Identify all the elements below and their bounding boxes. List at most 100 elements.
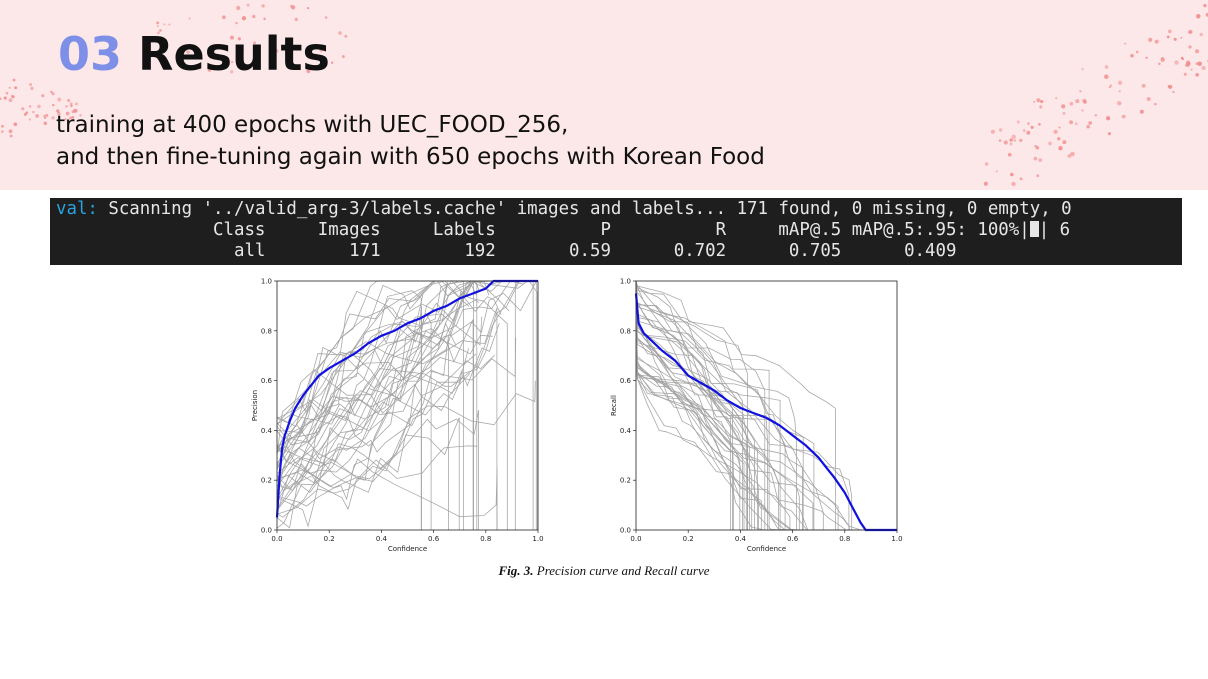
- dot: [1154, 102, 1157, 106]
- dot: [1079, 90, 1082, 93]
- class-curve: [635, 280, 797, 530]
- dot: [241, 16, 247, 21]
- dot: [1062, 140, 1067, 145]
- dot: [156, 25, 159, 28]
- y-axis-label: Recall: [610, 395, 618, 416]
- dot: [45, 113, 49, 117]
- header-tail: | 6: [1038, 220, 1071, 240]
- class-curve: [276, 290, 422, 530]
- dot: [1022, 129, 1026, 132]
- terminal-line-2: Class Images Labels P R mAP@.5 mAP@.5:.9…: [56, 220, 1070, 241]
- dot: [74, 102, 78, 106]
- terminal-line-1: val: Scanning '../valid_arg-3/labels.cac…: [56, 199, 1072, 220]
- dot: [65, 105, 68, 108]
- dot: [1183, 72, 1187, 76]
- dot: [1166, 35, 1170, 39]
- section-number: 03: [58, 27, 123, 81]
- x-tick-label: 1.0: [532, 535, 543, 543]
- y-tick-label: 0.2: [620, 477, 631, 485]
- dot: [11, 95, 15, 99]
- class-curve: [276, 445, 478, 511]
- dot: [237, 37, 241, 41]
- class-curve: [635, 280, 815, 530]
- dot: [32, 110, 35, 114]
- per-class-curves: [635, 280, 868, 531]
- dot: [1205, 12, 1208, 17]
- dot: [1033, 100, 1036, 104]
- dot: [1035, 145, 1040, 150]
- dot: [1130, 54, 1134, 58]
- dot: [8, 129, 13, 134]
- dot: [1190, 68, 1193, 71]
- per-class-curves: [276, 280, 538, 530]
- dot: [1104, 74, 1109, 80]
- dot: [1146, 96, 1151, 102]
- dot: [1007, 152, 1012, 157]
- dot: [69, 116, 73, 120]
- dot: [291, 5, 296, 10]
- dot: [207, 67, 212, 72]
- dot: [1121, 114, 1126, 119]
- class-curve: [635, 280, 803, 530]
- dot: [1094, 114, 1097, 117]
- class-curve: [276, 353, 477, 511]
- dot: [253, 41, 256, 45]
- x-tick-label: 0.0: [630, 535, 641, 543]
- dot: [29, 83, 33, 86]
- dot: [1009, 138, 1013, 142]
- dot: [1188, 29, 1193, 34]
- dot: [52, 103, 55, 107]
- dot: [1003, 140, 1008, 145]
- dot: [163, 23, 166, 26]
- dot: [50, 90, 53, 94]
- dot: [324, 16, 328, 19]
- progress-block: [1029, 221, 1039, 237]
- dot: [1057, 137, 1061, 141]
- class-curve: [635, 280, 753, 530]
- header-band: [0, 0, 1208, 190]
- dot: [188, 17, 191, 20]
- dot: [1174, 60, 1179, 65]
- class-curve: [276, 280, 464, 530]
- dot: [79, 114, 82, 117]
- class-curve: [276, 443, 498, 530]
- y-tick-label: 0.4: [620, 427, 632, 435]
- dot: [263, 17, 266, 21]
- class-curve: [635, 280, 862, 531]
- y-tick-label: 0.0: [620, 527, 631, 535]
- dot: [1201, 65, 1206, 71]
- dot: [23, 113, 27, 116]
- dot: [1053, 129, 1058, 134]
- class-curve: [635, 280, 791, 530]
- dot: [1019, 138, 1023, 142]
- class-curve: [635, 280, 734, 530]
- class-curve: [276, 294, 424, 425]
- dot: [231, 61, 234, 64]
- dot: [1070, 151, 1075, 157]
- dot: [1148, 37, 1153, 42]
- plot-frame: [635, 280, 898, 531]
- dot: [1195, 72, 1199, 77]
- dot: [1019, 177, 1023, 181]
- dot: [1188, 45, 1192, 49]
- class-curve: [276, 290, 508, 530]
- dot: [56, 109, 60, 113]
- dot: [998, 139, 1002, 142]
- y-tick-label: 0.4: [261, 427, 273, 435]
- dot: [1117, 80, 1123, 85]
- dot: [1104, 65, 1109, 69]
- dot: [1, 124, 4, 128]
- subtitle-line-2: and then fine-tuning again with 650 epoc…: [56, 144, 765, 170]
- class-curve: [635, 280, 799, 531]
- dot: [984, 162, 989, 166]
- class-curve: [276, 280, 478, 530]
- dot: [1187, 65, 1190, 68]
- dot: [8, 98, 13, 103]
- dot: [341, 55, 345, 58]
- dot: [1069, 101, 1074, 106]
- dot: [1027, 122, 1030, 125]
- dot: [1145, 56, 1148, 59]
- dot: [1074, 122, 1078, 125]
- dot: [1141, 83, 1146, 88]
- dot: [71, 115, 75, 119]
